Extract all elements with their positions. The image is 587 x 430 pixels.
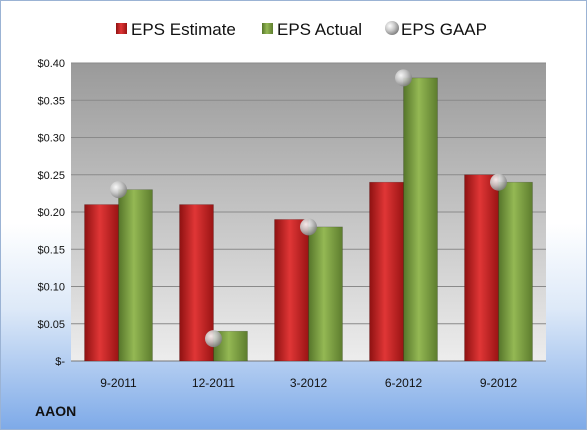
legend-eps-actual: EPS Actual — [262, 20, 362, 39]
y-tick-label: $0.25 — [37, 170, 65, 182]
bar-eps-estimate — [464, 174, 499, 362]
legend-swatch — [262, 23, 273, 34]
bar-eps-estimate — [274, 219, 309, 362]
y-tick-label: $- — [55, 356, 65, 368]
bar-eps-actual — [118, 189, 153, 362]
legend-label: EPS GAAP — [401, 20, 487, 39]
legend-swatch — [116, 23, 127, 34]
bar-eps-estimate — [84, 204, 119, 362]
bar-eps-actual — [403, 77, 438, 362]
marker-eps-gaap — [395, 69, 412, 87]
company-label: AAON — [35, 403, 77, 419]
legend-eps-estimate: EPS Estimate — [116, 20, 236, 39]
y-tick-label: $0.05 — [37, 319, 65, 331]
bar-eps-actual — [498, 181, 533, 362]
legend-swatch — [385, 21, 399, 35]
y-tick-label: $0.15 — [37, 244, 65, 256]
y-tick-label: $0.10 — [37, 282, 65, 294]
y-tick-label: $0.35 — [37, 95, 65, 107]
legend-eps-gaap: EPS GAAP — [385, 20, 487, 39]
bars — [84, 77, 533, 362]
marker-eps-gaap — [205, 330, 222, 348]
marker-eps-gaap — [300, 218, 317, 236]
legend-label: EPS Actual — [277, 20, 362, 39]
marker-eps-gaap — [110, 181, 127, 199]
legend-label: EPS Estimate — [131, 20, 236, 39]
gaap-markers — [110, 69, 507, 348]
x-category-label: 12-2011 — [192, 376, 235, 390]
x-category-label: 3-2012 — [290, 376, 328, 390]
y-tick-label: $0.30 — [37, 133, 65, 145]
x-category-label: 6-2012 — [385, 376, 423, 390]
bar-eps-estimate — [369, 181, 404, 362]
marker-eps-gaap — [490, 173, 507, 191]
x-axis: 9-2011 12-2011 3-2012 6-2012 9-2012 — [100, 376, 517, 390]
legend: EPS Estimate EPS Actual EPS GAAP — [116, 20, 487, 39]
x-category-label: 9-2011 — [100, 376, 137, 390]
y-tick-label: $0.40 — [37, 58, 65, 70]
x-category-label: 9-2012 — [480, 376, 518, 390]
y-axis: $- $0.05 $0.10 $0.15 $0.20 $0.25 $0.30 $0.35 $0.… — [37, 58, 65, 368]
bar-eps-actual — [308, 226, 343, 362]
y-tick-label: $0.20 — [37, 207, 65, 219]
